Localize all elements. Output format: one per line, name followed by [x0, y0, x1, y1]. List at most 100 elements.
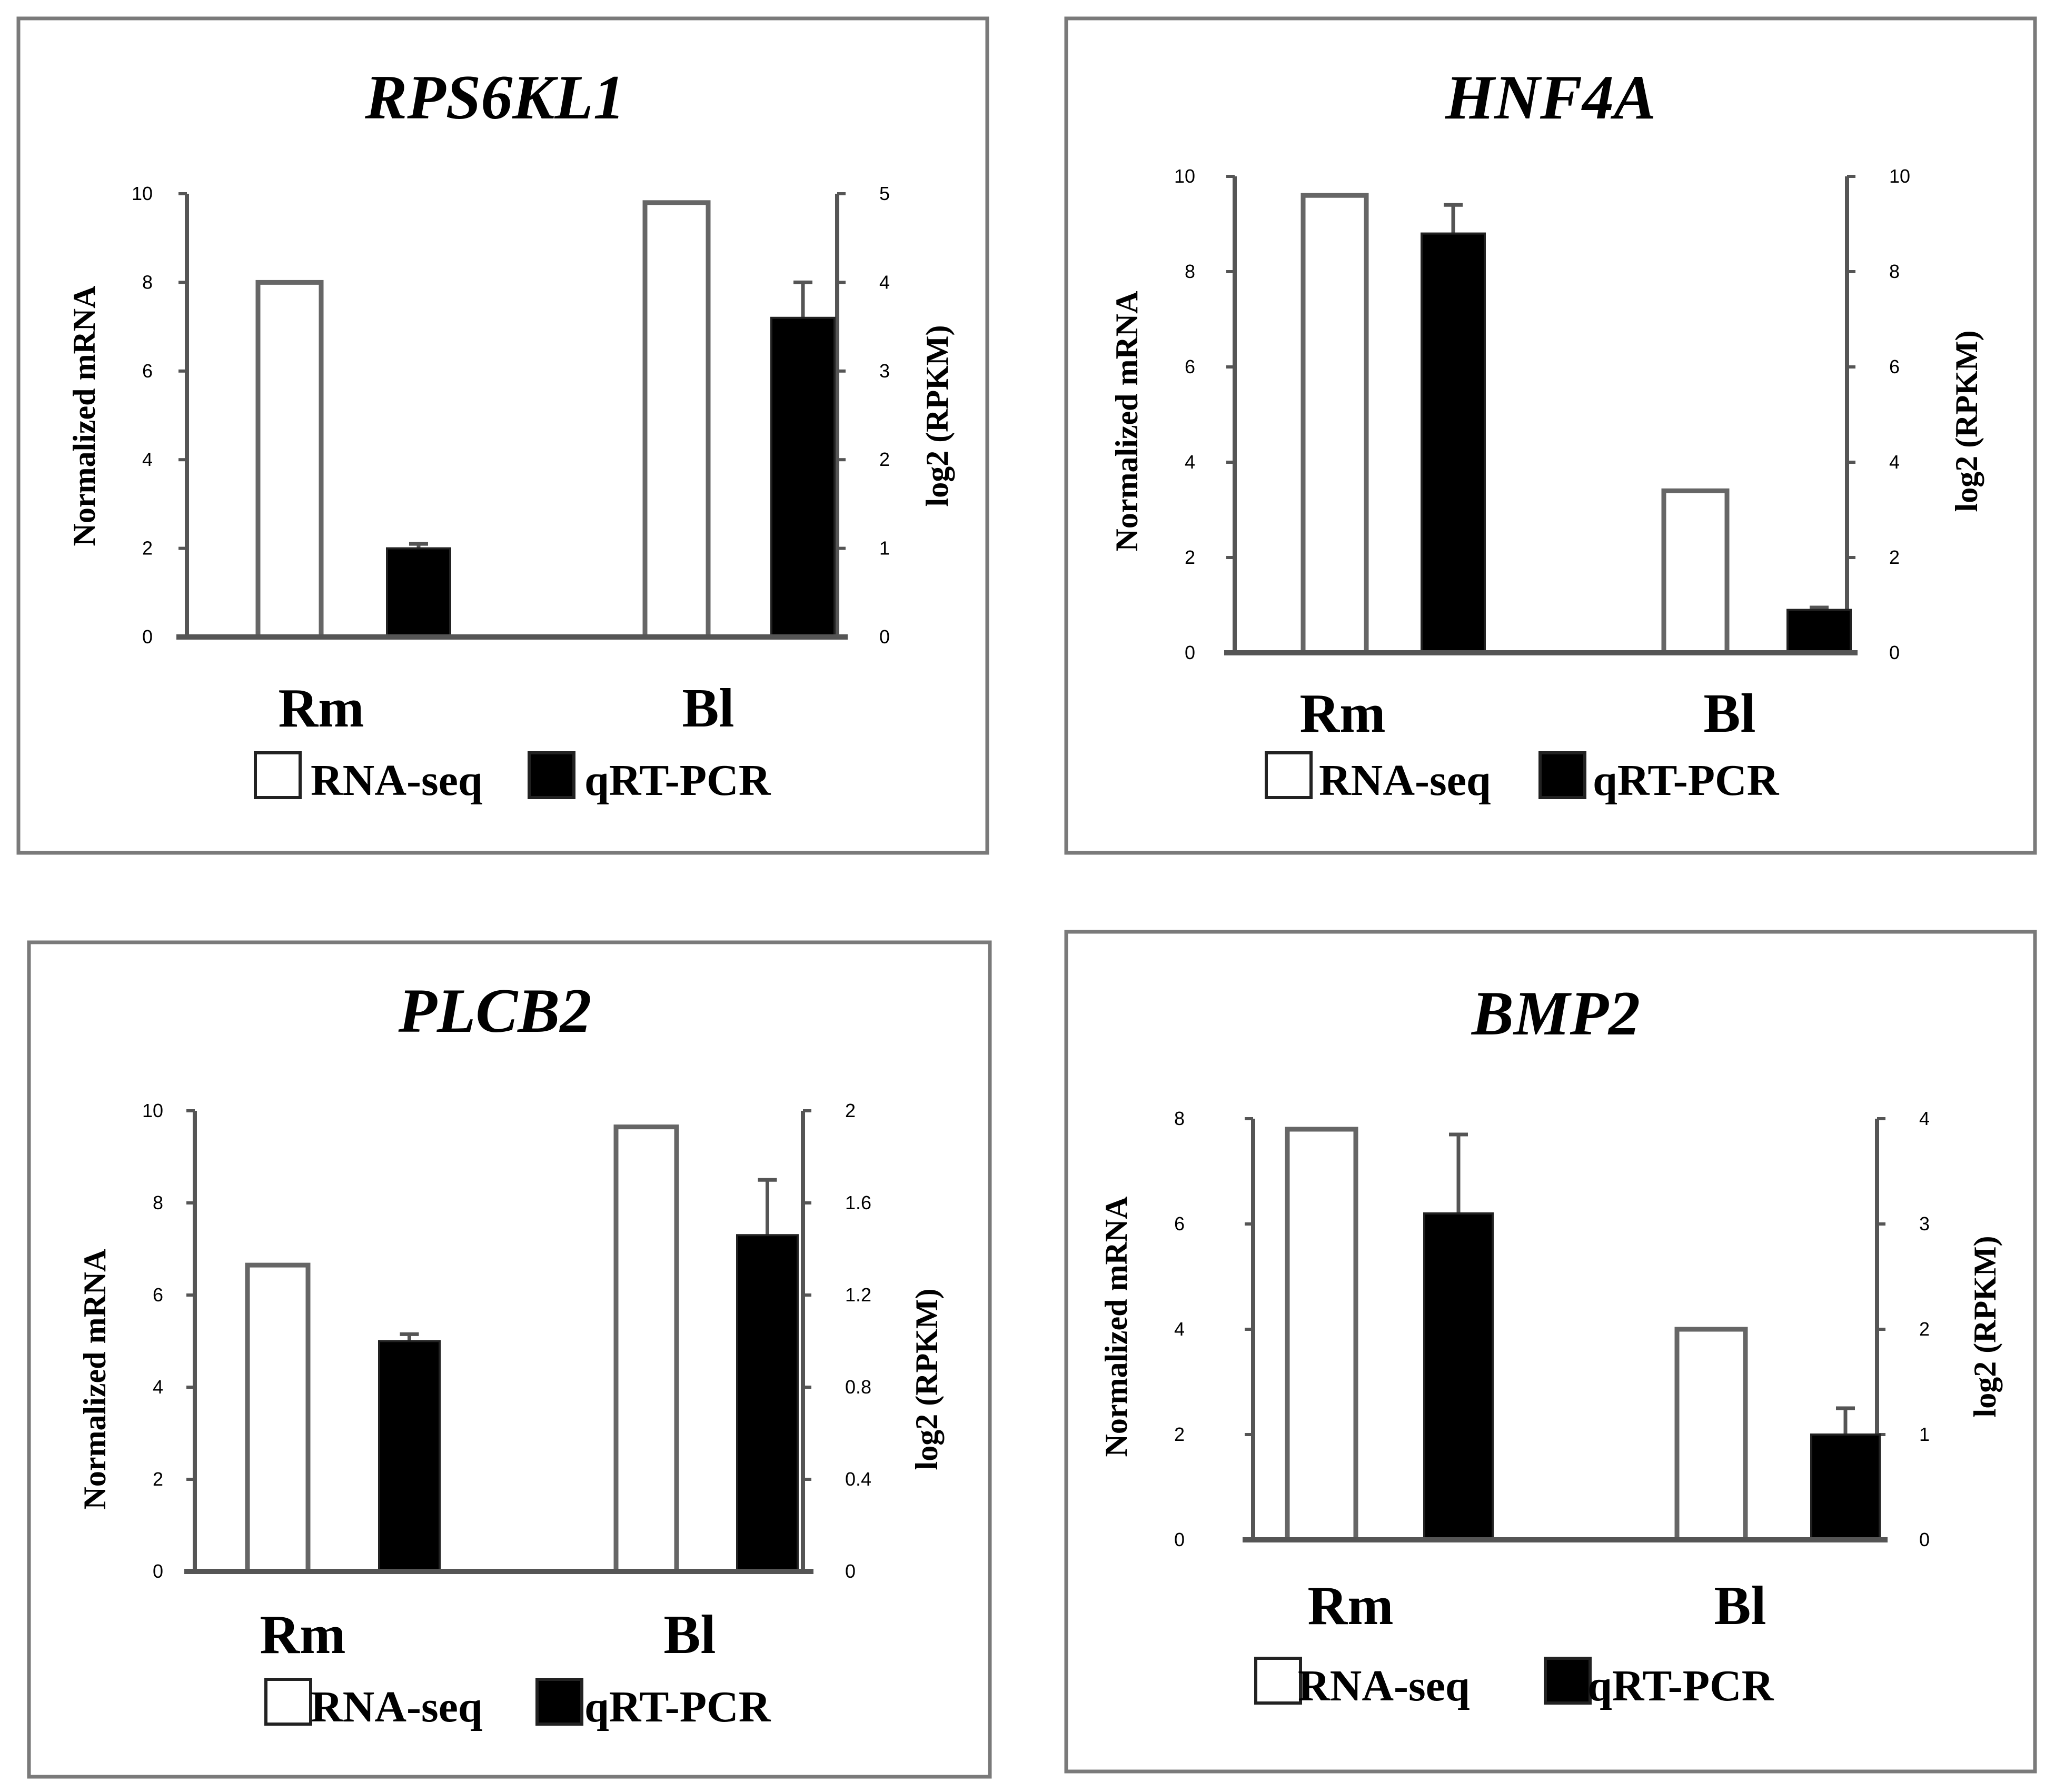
bar-qrt-pcr-bl [770, 316, 836, 638]
bar-rna-seq-bl [613, 1124, 679, 1574]
legend-swatch-rna-seq [1254, 1657, 1302, 1705]
left-tick-label: 6 [1185, 356, 1195, 377]
left-tick-label: 4 [153, 1376, 163, 1398]
bar-rna-seq-rm [245, 1262, 311, 1574]
chart-panel-3: PLCB2 0 2 4 6 8 10 0 0.4 0.8 1.2 1.6 2 Normalized mRN… [27, 940, 992, 1779]
y-axis-label-left: Normalized mRNA [67, 286, 102, 546]
panel-title: HNF4A [1445, 62, 1656, 132]
left-tick-label: 2 [153, 1468, 163, 1490]
left-tick-label: 6 [153, 1284, 163, 1306]
category-label-rm: Rm [278, 677, 364, 739]
right-tick-label: 1 [1919, 1423, 1930, 1445]
legend-label-rna-seq: RNA-seq [311, 1683, 483, 1731]
right-tick-label: 0 [1919, 1529, 1930, 1550]
legend-label-rna-seq: RNA-seq [1319, 756, 1491, 805]
right-tick-label: 6 [1889, 356, 1900, 377]
panel-border [1064, 16, 2037, 855]
bar-qrt-pcr-bl [1810, 1433, 1881, 1541]
left-tick-label: 4 [1185, 451, 1195, 473]
category-label-bl: Bl [1703, 682, 1755, 744]
left-tick-label: 8 [1185, 261, 1195, 282]
bar-rna-seq-rm [255, 280, 324, 640]
right-tick-label: 1.6 [845, 1192, 871, 1213]
legend-label-rna-seq: RNA-seq [311, 756, 483, 805]
bar-rna-seq-rm [1301, 193, 1369, 655]
panel-title: BMP2 [1471, 978, 1640, 1048]
right-tick-label: 1.2 [845, 1284, 871, 1306]
left-tick-label: 8 [142, 271, 153, 293]
right-tick-label: 2 [1919, 1318, 1930, 1340]
y-axis-label-left: Normalized mRNA [1099, 1197, 1134, 1457]
legend-label-qrt-pcr: qRT-PCR [1587, 1661, 1774, 1710]
left-tick-label: 10 [1174, 165, 1195, 187]
legend-swatch-rna-seq [1265, 751, 1313, 799]
bar-rna-seq-bl [642, 200, 711, 640]
bar-qrt-pcr-rm [1423, 1212, 1494, 1541]
chart-panel-4: BMP2 0 2 4 6 8 0 1 2 3 4 Normalized mRNA log2 (RPKM)… [1064, 930, 2037, 1774]
bar-qrt-pcr-rm [378, 1340, 441, 1572]
left-tick-label: 2 [1174, 1423, 1185, 1445]
legend-swatch-qrt-pcr [1544, 1657, 1592, 1705]
left-tick-label: 8 [153, 1192, 163, 1213]
bar-rna-seq-bl [1661, 488, 1730, 655]
left-tick-label: 6 [1174, 1213, 1185, 1235]
left-tick-label: 2 [142, 537, 153, 559]
legend-swatch-rna-seq [264, 1678, 312, 1726]
left-tick-label: 2 [1185, 546, 1195, 568]
left-tick-label: 0 [1174, 1529, 1185, 1550]
y-axis-label-right: log2 (RPKM) [1949, 331, 1984, 512]
left-tick-label: 0 [142, 626, 153, 648]
legend-label-qrt-pcr: qRT-PCR [584, 1683, 771, 1731]
bar-qrt-pcr-bl [1786, 609, 1852, 654]
left-tick-label: 0 [1185, 642, 1195, 663]
category-label-bl: Bl [663, 1604, 716, 1665]
legend-label-qrt-pcr: qRT-PCR [1593, 756, 1780, 805]
legend-swatch-qrt-pcr [1538, 751, 1586, 799]
y-axis-label-left: Normalized mRNA [1109, 291, 1144, 552]
right-tick-label: 0 [879, 626, 890, 648]
panel-title: RPS6KL1 [364, 62, 624, 132]
right-tick-label: 4 [879, 271, 890, 293]
right-tick-label: 3 [879, 360, 890, 382]
legend-label-qrt-pcr: qRT-PCR [584, 756, 771, 805]
right-tick-label: 5 [879, 183, 890, 204]
right-tick-label: 1 [879, 537, 890, 559]
y-axis-label-right: log2 (RPKM) [909, 1289, 944, 1470]
legend-swatch-qrt-pcr [528, 751, 575, 799]
left-tick-label: 8 [1174, 1108, 1185, 1129]
right-tick-label: 4 [1889, 451, 1900, 473]
right-tick-label: 0.4 [845, 1468, 871, 1490]
right-tick-label: 0.8 [845, 1376, 871, 1398]
bar-qrt-pcr-bl [736, 1234, 799, 1572]
bar-qrt-pcr-rm [386, 547, 451, 638]
y-axis-label-right: log2 (RPKM) [1968, 1236, 2002, 1418]
category-label-rm: Rm [1299, 682, 1385, 744]
left-tick-label: 6 [142, 360, 153, 382]
category-label-bl: Bl [1714, 1575, 1766, 1636]
left-tick-label: 4 [142, 449, 153, 470]
panel-border [1064, 930, 2037, 1774]
category-label-rm: Rm [260, 1604, 345, 1665]
left-tick-label: 10 [142, 1100, 163, 1121]
category-label-bl: Bl [682, 677, 734, 739]
legend-swatch-rna-seq [254, 751, 302, 799]
right-tick-label: 0 [1889, 642, 1900, 663]
right-tick-label: 10 [1889, 165, 1910, 187]
panel-title: PLCB2 [398, 975, 592, 1046]
right-tick-label: 0 [845, 1560, 856, 1582]
category-label-rm: Rm [1307, 1575, 1393, 1636]
legend-swatch-qrt-pcr [535, 1678, 583, 1726]
legend-label-rna-seq: RNA-seq [1298, 1661, 1470, 1710]
right-tick-label: 2 [879, 449, 890, 470]
left-tick-label: 4 [1174, 1318, 1185, 1340]
bar-rna-seq-bl [1674, 1327, 1748, 1542]
left-tick-label: 0 [153, 1560, 163, 1582]
y-axis-label-right: log2 (RPKM) [920, 325, 955, 507]
right-tick-label: 2 [1889, 546, 1900, 568]
right-tick-label: 8 [1889, 261, 1900, 282]
left-tick-label: 10 [132, 183, 153, 204]
right-tick-label: 2 [845, 1100, 856, 1121]
bar-rna-seq-rm [1285, 1127, 1358, 1542]
right-tick-label: 3 [1919, 1213, 1930, 1235]
